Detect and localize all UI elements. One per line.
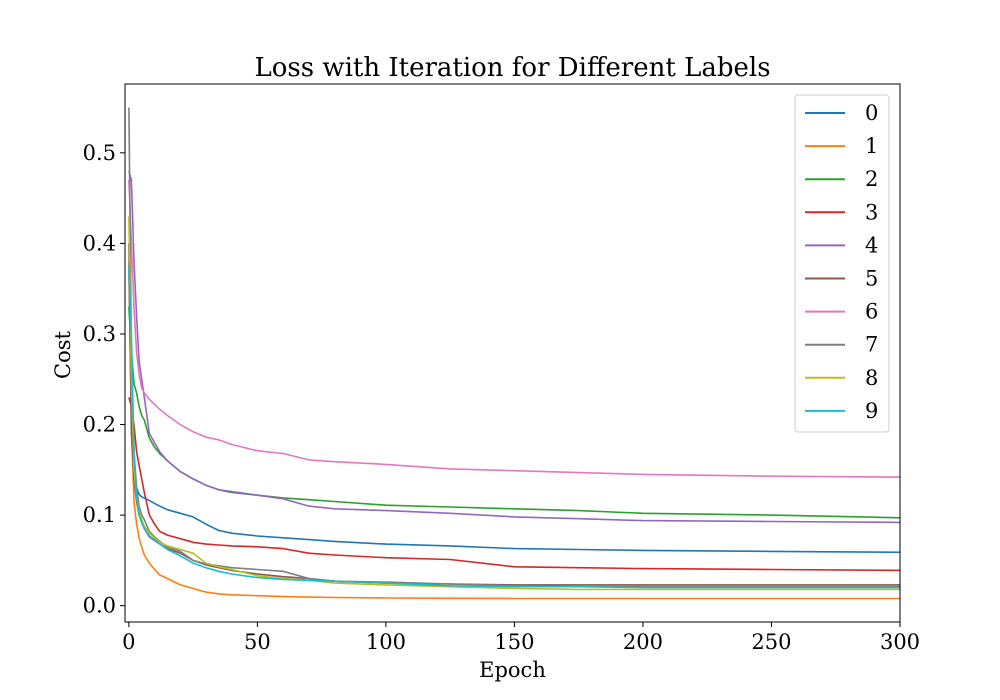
y-tick-label: 0.0 xyxy=(83,594,116,618)
series-line-2 xyxy=(128,306,901,519)
chart-title: Loss with Iteration for Different Labels xyxy=(254,53,770,83)
legend-label-1: 1 xyxy=(865,134,878,158)
x-axis: 0 50 100 150 200 250 300 xyxy=(122,622,920,654)
x-tick-label: 50 xyxy=(244,630,271,654)
y-tick-label: 0.2 xyxy=(83,413,116,437)
series-line-1 xyxy=(128,261,900,600)
series-line-9 xyxy=(128,266,900,589)
series-line-0 xyxy=(128,270,901,554)
legend-label-5: 5 xyxy=(865,267,878,291)
legend-label-7: 7 xyxy=(865,333,878,357)
series-line-5 xyxy=(128,243,900,586)
y-tick-label: 0.5 xyxy=(83,141,116,165)
x-axis-label: Epoch xyxy=(479,658,546,682)
x-tick-label: 250 xyxy=(751,630,791,654)
y-axis-label: Cost xyxy=(51,330,75,378)
legend: 0 1 2 3 4 5 6 7 8 9 xyxy=(794,94,890,433)
x-tick-label: 150 xyxy=(494,630,534,654)
legend-label-0: 0 xyxy=(865,101,878,125)
legend-label-9: 9 xyxy=(865,399,878,423)
y-axis: 0.0 0.1 0.2 0.3 0.4 0.5 xyxy=(83,141,125,618)
plot-lines xyxy=(128,107,901,600)
x-tick-label: 300 xyxy=(880,630,920,654)
legend-label-2: 2 xyxy=(865,167,878,191)
legend-label-4: 4 xyxy=(865,233,878,257)
y-tick-label: 0.1 xyxy=(83,503,116,527)
series-line-4 xyxy=(128,170,901,524)
x-tick-label: 200 xyxy=(623,630,663,654)
series-line-6 xyxy=(128,179,901,478)
plot-frame xyxy=(124,83,901,623)
legend-label-8: 8 xyxy=(865,366,878,390)
series-line-7 xyxy=(128,107,900,588)
x-tick-label: 100 xyxy=(366,630,406,654)
series-line-3 xyxy=(128,397,901,572)
y-tick-label: 0.3 xyxy=(83,322,116,346)
x-tick-label: 0 xyxy=(122,630,135,654)
y-tick-label: 0.4 xyxy=(83,231,116,255)
series-line-8 xyxy=(128,216,900,591)
legend-label-6: 6 xyxy=(865,300,878,324)
legend-label-3: 3 xyxy=(865,200,878,224)
